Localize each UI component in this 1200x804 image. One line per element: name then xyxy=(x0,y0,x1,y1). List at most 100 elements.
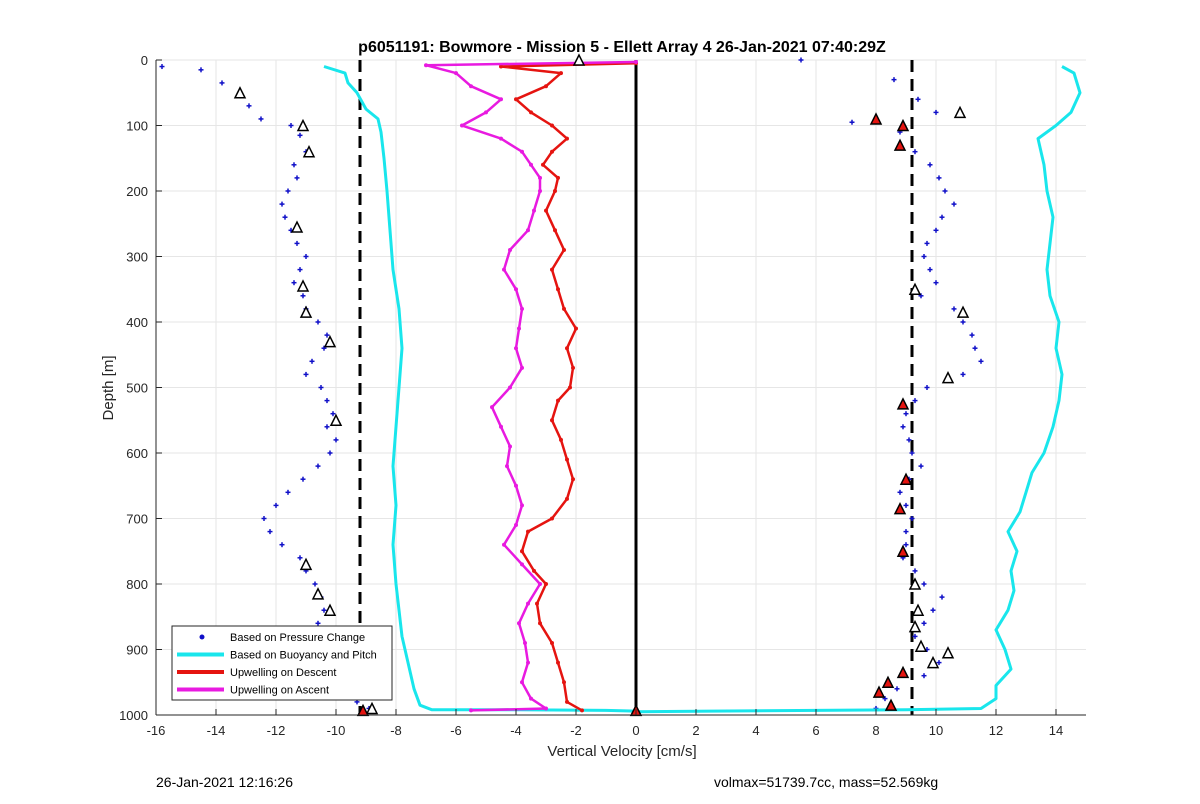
y-tick-label: 700 xyxy=(126,512,148,527)
line-point xyxy=(556,660,560,665)
line-point xyxy=(559,437,563,442)
open-triangle-marker xyxy=(914,639,928,652)
x-tick-label: -8 xyxy=(390,723,402,738)
red-triangle-marker xyxy=(896,397,910,410)
y-tick-label: 200 xyxy=(126,184,148,199)
y-tick-label: 600 xyxy=(126,446,148,461)
series-upwelling-on-descent xyxy=(499,61,638,713)
line-point xyxy=(526,228,530,233)
line-point xyxy=(520,562,524,567)
open-triangle-marker xyxy=(941,646,955,659)
line-point xyxy=(517,621,521,626)
x-tick-label: -4 xyxy=(510,723,522,738)
line-point xyxy=(520,549,524,554)
open-triangle-marker xyxy=(908,282,922,295)
x-tick-label: -12 xyxy=(267,723,286,738)
line-point xyxy=(565,136,569,141)
open-triangle-marker xyxy=(908,619,922,633)
open-triangle-marker xyxy=(290,220,304,233)
line-point xyxy=(505,464,509,469)
series-triangles-red-filled xyxy=(356,112,913,717)
line-point xyxy=(514,346,518,351)
open-triangle-marker xyxy=(302,145,316,158)
red-triangle-marker xyxy=(899,472,913,485)
line-point xyxy=(565,496,569,501)
line-point xyxy=(568,385,572,390)
line-e81ae0 xyxy=(424,60,637,712)
line-point xyxy=(520,503,524,508)
open-triangle-marker xyxy=(299,305,313,318)
open-triangle-marker xyxy=(296,118,310,132)
grid-lines xyxy=(155,59,1086,716)
line-point xyxy=(508,444,512,449)
line-point xyxy=(520,306,524,311)
line-point xyxy=(526,529,530,534)
line-point xyxy=(499,136,503,141)
red-triangle-marker xyxy=(896,665,910,679)
line-point xyxy=(424,63,428,68)
open-triangle-marker xyxy=(941,370,955,384)
line-point xyxy=(565,346,569,351)
x-tick-label: 6 xyxy=(812,723,819,738)
line-point xyxy=(556,175,560,180)
line-point xyxy=(580,708,584,713)
red-triangle-marker xyxy=(884,698,898,711)
y-tick-label: 800 xyxy=(126,577,148,592)
series-layer xyxy=(159,53,1082,717)
open-triangle-marker xyxy=(911,603,925,616)
line-point xyxy=(634,59,638,64)
legend-swatch-point xyxy=(199,634,205,640)
x-tick-label: -2 xyxy=(570,723,582,738)
buoyancy-line-right xyxy=(635,65,1082,714)
line-point xyxy=(565,699,569,704)
line-point xyxy=(544,84,548,89)
line-point xyxy=(562,680,566,685)
series-triangles-black-outline xyxy=(233,53,970,715)
x-tick-label: -16 xyxy=(147,723,166,738)
legend-label: Upwelling on Descent xyxy=(230,667,336,679)
legend-label: Based on Pressure Change xyxy=(230,632,365,644)
line-point xyxy=(526,660,530,665)
legend: Based on Pressure Change Based on Buoyanc… xyxy=(171,625,393,701)
x-tick-label: 0 xyxy=(632,723,639,738)
line-point xyxy=(571,365,575,370)
open-triangle-marker xyxy=(296,279,310,292)
line-point xyxy=(514,97,518,102)
line-point xyxy=(499,64,503,69)
red-triangle-marker xyxy=(869,112,883,125)
line-point xyxy=(469,84,473,89)
y-tick-label: 500 xyxy=(126,381,148,396)
y-tick-label: 300 xyxy=(126,250,148,265)
line-point xyxy=(454,71,458,76)
open-triangle-marker xyxy=(365,701,379,715)
line-point xyxy=(553,228,557,233)
open-triangle-marker xyxy=(323,334,337,348)
x-tick-label: 12 xyxy=(989,723,1003,738)
line-point xyxy=(538,621,542,626)
line-point xyxy=(544,582,548,586)
x-tick-label: 14 xyxy=(1049,723,1063,738)
line-point xyxy=(538,189,542,193)
footer-timestamp: 26-Jan-2021 12:16:26 xyxy=(156,774,293,790)
open-triangle-marker xyxy=(311,587,325,600)
line-point xyxy=(532,208,536,213)
line-point xyxy=(502,267,506,272)
line-point xyxy=(562,247,566,252)
x-tick-label: -14 xyxy=(207,723,226,738)
line-point xyxy=(514,483,518,488)
line-point xyxy=(490,405,494,410)
line-point xyxy=(526,601,530,606)
x-tick-label: 2 xyxy=(692,723,699,738)
line-point xyxy=(559,71,563,76)
y-tick-label: 400 xyxy=(126,315,148,330)
line-point xyxy=(532,568,536,573)
line-point xyxy=(550,640,554,645)
x-tick-label: -6 xyxy=(450,723,462,738)
line-point xyxy=(502,542,506,547)
open-triangle-marker xyxy=(572,53,586,66)
line-point xyxy=(538,582,542,586)
line-point xyxy=(460,123,464,128)
line-e51410 xyxy=(499,62,637,712)
line-point xyxy=(484,110,488,115)
